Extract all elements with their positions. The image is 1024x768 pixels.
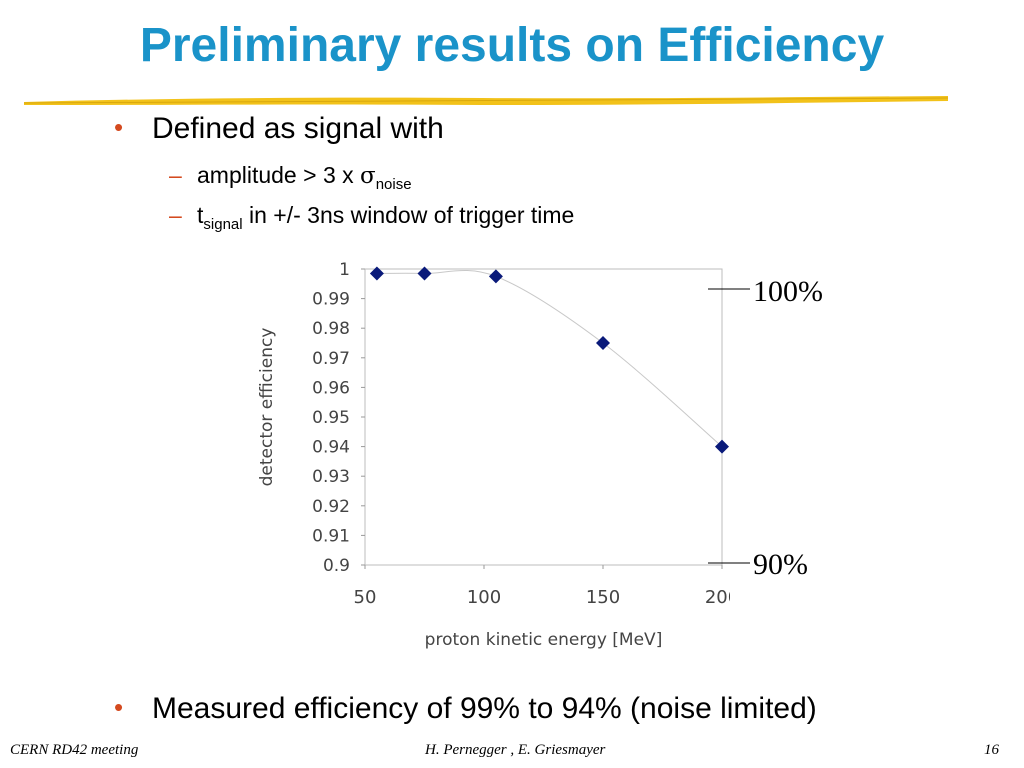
- x-tick-label: 50: [354, 587, 377, 608]
- x-tick-label: 200: [705, 587, 730, 608]
- x-tick-label: 100: [467, 587, 501, 608]
- sub-tsignal-text: in +/- 3ns window of trigger time: [242, 202, 575, 228]
- bullet-defined-text: Defined as signal with: [152, 112, 444, 145]
- t-prefix: t: [197, 202, 204, 228]
- dash-marker: –: [169, 162, 182, 188]
- x-axis-label: proton kinetic energy [MeV]: [425, 630, 663, 650]
- data-point: [596, 336, 610, 350]
- sub-tsignal: – tsignal in +/- 3ns window of trigger t…: [169, 202, 575, 233]
- y-tick-label: 0.98: [312, 319, 350, 339]
- sigma-subscript: noise: [375, 176, 412, 193]
- sub-amplitude-text: amplitude > 3 x: [197, 162, 361, 188]
- y-tick-label: 0.96: [312, 378, 350, 398]
- title-underline: [23, 96, 949, 105]
- y-tick-label: 0.92: [312, 497, 350, 517]
- t-subscript: signal: [203, 216, 243, 233]
- ref-label-100: 100%: [753, 275, 823, 308]
- efficiency-chart: 1 0.99 0.98 0.97 0.96 0.95 0.94 0.93 0.92 0.91 0.9…: [257, 260, 730, 650]
- data-point: [715, 439, 729, 454]
- y-tick-label: 1: [339, 260, 350, 280]
- bullet-measured: • Measured efficiency of 99% to 94% (noi…: [114, 692, 817, 726]
- y-axis-label: detector efficiency: [257, 328, 277, 487]
- slide-title: Preliminary results on Efficiency: [139, 19, 885, 72]
- dash-marker: –: [169, 202, 182, 228]
- sub-amplitude: – amplitude > 3 x σnoise: [169, 162, 412, 193]
- data-point: [369, 266, 384, 281]
- footer-left: CERN RD42 meeting: [10, 742, 139, 758]
- y-tick-label: 0.95: [312, 408, 350, 428]
- y-tick-label: 0.93: [312, 467, 350, 487]
- x-tick-label: 150: [586, 587, 620, 608]
- page-number: 16: [984, 742, 999, 758]
- data-point: [488, 269, 503, 284]
- sigma-symbol: σ: [360, 163, 376, 189]
- bullet-defined: • Defined as signal with: [114, 112, 444, 146]
- data-point: [417, 266, 432, 281]
- y-tick-label: 0.94: [312, 438, 350, 458]
- bullet-measured-text: Measured efficiency of 99% to 94% (noise…: [152, 692, 817, 725]
- footer-center: H. Pernegger , E. Griesmayer: [425, 742, 606, 758]
- plot-area: [364, 268, 723, 566]
- y-tick-label: 0.91: [312, 526, 350, 546]
- y-tick-label: 0.9: [323, 556, 350, 576]
- ref-label-90: 90%: [753, 548, 808, 581]
- bullet-marker: •: [114, 112, 124, 142]
- bullet-marker: •: [114, 692, 124, 722]
- y-tick-label: 0.99: [312, 290, 350, 310]
- y-tick-label: 0.97: [312, 349, 350, 369]
